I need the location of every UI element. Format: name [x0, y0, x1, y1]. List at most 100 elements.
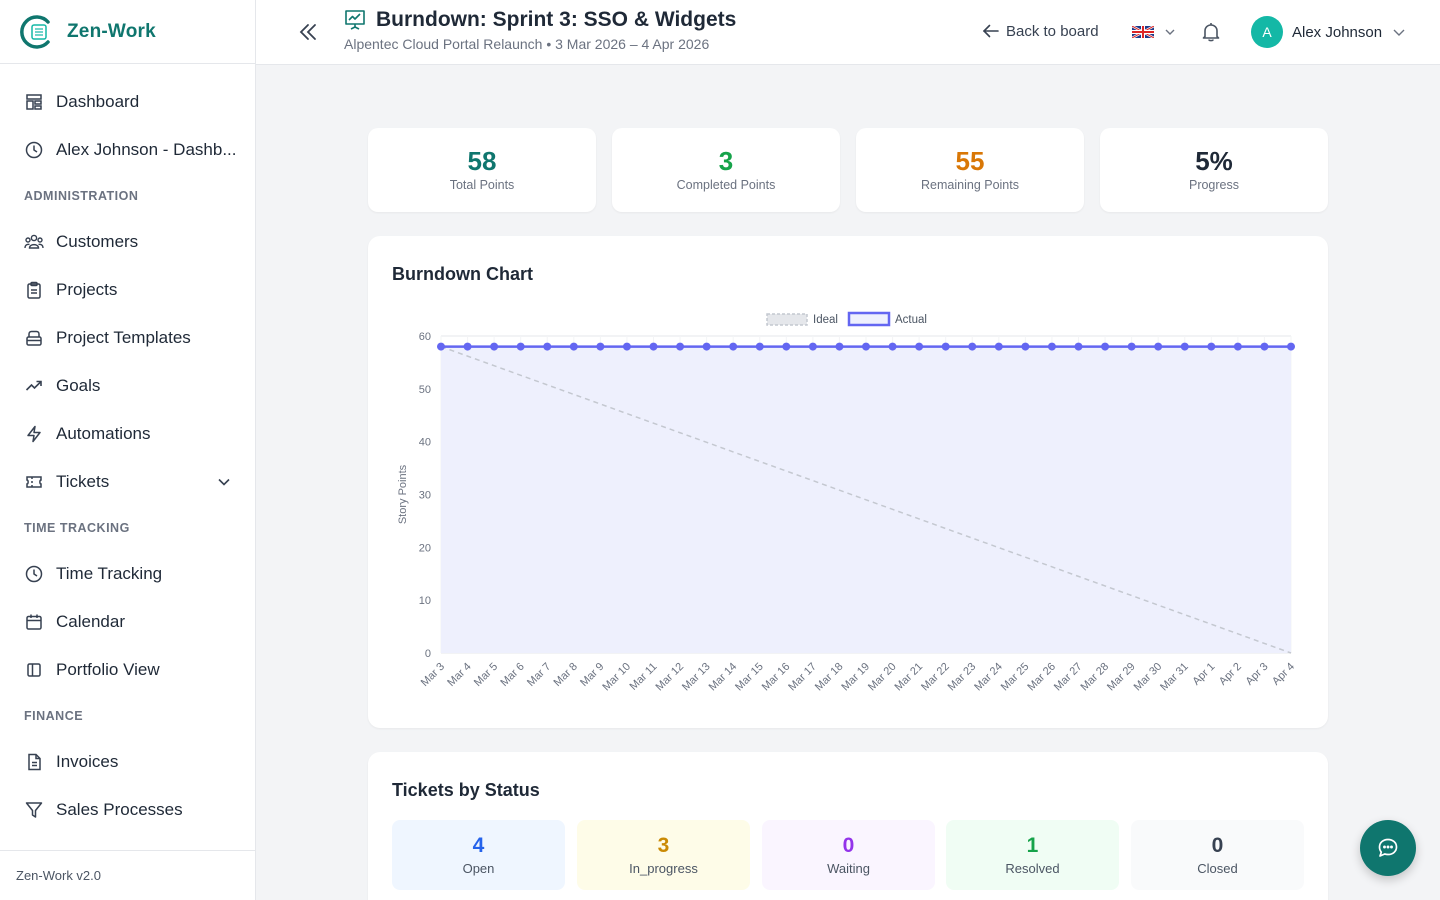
- actual-point: [888, 342, 897, 351]
- stat-value: 5%: [1195, 146, 1233, 176]
- brand-logo-icon: [18, 14, 54, 50]
- status-tile-waiting[interactable]: 0 Waiting: [762, 820, 935, 890]
- x-tick-label: Mar 22: [919, 661, 952, 694]
- sidebar-item-customers[interactable]: Customers: [0, 218, 255, 266]
- clock-icon: [24, 140, 44, 160]
- ideal-line: [440, 345, 1292, 654]
- status-count: 0: [1211, 834, 1224, 857]
- sidebar-item-tickets[interactable]: Tickets: [0, 458, 255, 506]
- sidebar-item-project-templates[interactable]: Project Templates: [0, 314, 255, 362]
- chat-bubble-icon: [1378, 838, 1398, 857]
- sidebar-item-portfolio-view[interactable]: Portfolio View: [0, 646, 255, 694]
- stat-label: Remaining Points: [921, 178, 1019, 192]
- sidebar-item-calendar[interactable]: Calendar: [0, 598, 255, 646]
- calendar-icon: [24, 612, 44, 632]
- user-menu[interactable]: A Alex Johnson: [1251, 16, 1406, 48]
- y-tick-label: 60: [419, 331, 431, 343]
- x-tick-label: Apr 3: [1243, 661, 1270, 688]
- status-tile-resolved[interactable]: 1 Resolved: [946, 820, 1119, 890]
- sidebar-item-label: Time Tracking: [56, 564, 163, 583]
- sidebar-item-label: Tickets: [56, 472, 110, 491]
- status-count: 0: [842, 834, 855, 857]
- status-tile-closed[interactable]: 0 Closed: [1131, 820, 1304, 890]
- sidebar-item-label: Dashboard: [56, 92, 140, 111]
- actual-point: [649, 342, 658, 351]
- x-tick-label: Mar 16: [760, 661, 793, 694]
- actual-point: [490, 342, 499, 351]
- y-tick-label: 40: [419, 437, 431, 449]
- sidebar-item-invoices[interactable]: Invoices: [0, 738, 255, 786]
- stat-label: Total Points: [449, 178, 515, 192]
- x-tick-label: Apr 2: [1217, 661, 1244, 688]
- actual-point: [862, 342, 870, 351]
- actual-point: [1260, 342, 1269, 351]
- brand[interactable]: Zen-Work: [0, 0, 255, 64]
- actual-point: [729, 342, 738, 351]
- burndown-title: Burndown Chart: [392, 264, 533, 284]
- actual-point: [596, 342, 605, 351]
- avatar: A: [1251, 16, 1283, 48]
- status-count: 4: [472, 834, 485, 857]
- language-selector[interactable]: [1132, 26, 1176, 38]
- x-tick-label: Mar 18: [813, 661, 846, 694]
- chevron-down-icon: [1393, 29, 1405, 36]
- stat-card-total-points: 58 Total Points: [368, 128, 596, 212]
- presentation-chart-icon: [344, 9, 366, 31]
- actual-point: [1233, 342, 1242, 351]
- x-tick-label: Mar 4: [445, 661, 473, 689]
- sidebar-item-goals[interactable]: Goals: [0, 362, 255, 410]
- actual-point: [1180, 342, 1189, 351]
- actual-point: [1021, 342, 1030, 351]
- x-tick-label: Mar 19: [839, 661, 872, 694]
- back-to-board-link[interactable]: Back to board: [982, 22, 1099, 40]
- sidebar-item-automations[interactable]: Automations: [0, 410, 255, 458]
- actual-point: [1074, 342, 1083, 351]
- chat-button[interactable]: [1360, 820, 1416, 876]
- x-tick-label: Mar 3: [419, 661, 447, 689]
- actual-point: [968, 342, 977, 351]
- sidebar-item-projects[interactable]: Projects: [0, 266, 255, 314]
- actual-point: [755, 342, 764, 351]
- x-tick-label: Mar 15: [733, 661, 766, 694]
- x-tick-label: Mar 11: [628, 661, 660, 693]
- actual-point: [835, 342, 844, 351]
- actual-point: [1154, 342, 1163, 351]
- x-tick-label: Mar 26: [1025, 661, 1058, 694]
- user-name: Alex Johnson: [1292, 23, 1383, 41]
- stat-card-progress: 5% Progress: [1100, 128, 1328, 212]
- actual-point: [543, 342, 552, 351]
- sidebar-item-label: Project Templates: [56, 328, 191, 347]
- y-axis-label: Story Points: [397, 464, 409, 524]
- section-administration: ADMINISTRATION: [24, 189, 139, 203]
- status-tile-open[interactable]: 4 Open: [392, 820, 565, 890]
- sidebar-item-label: Goals: [56, 376, 101, 395]
- notifications-bell-icon[interactable]: [1200, 21, 1222, 48]
- top-header: Burndown: Sprint 3: SSO & Widgets Alpent…: [256, 0, 1440, 65]
- sidebar-item-label: Sales Processes: [56, 800, 183, 819]
- x-tick-label: Mar 31: [1158, 661, 1191, 694]
- sidebar-item-sales-processes[interactable]: Sales Processes: [0, 786, 255, 834]
- status-count: 1: [1026, 834, 1039, 857]
- sidebar-item-dashboard[interactable]: Dashboard: [0, 78, 255, 126]
- status-label: Resolved: [1005, 861, 1060, 876]
- x-tick-label: Mar 24: [972, 661, 1005, 694]
- status-tile-in-progress[interactable]: 3 In_progress: [577, 820, 750, 890]
- actual-point: [782, 342, 791, 351]
- ticket-icon: [24, 472, 44, 492]
- legend-label-actual: Actual: [895, 314, 927, 326]
- sidebar-item-time-tracking[interactable]: Time Tracking: [0, 550, 255, 598]
- x-tick-label: Mar 8: [552, 661, 580, 689]
- sidebar-item-user-dashboard[interactable]: Alex Johnson - Dashb...: [0, 126, 255, 174]
- x-tick-label: Mar 10: [600, 661, 633, 694]
- actual-point: [1101, 342, 1110, 351]
- chevron-down-icon[interactable]: [217, 474, 231, 494]
- y-tick-label: 50: [419, 384, 431, 396]
- stat-card-completed-points: 3 Completed Points: [612, 128, 840, 212]
- x-tick-label: Mar 14: [707, 661, 740, 694]
- collapse-sidebar-icon[interactable]: [296, 20, 320, 44]
- app-version: Zen-Work v2.0: [0, 850, 255, 900]
- y-tick-label: 0: [425, 648, 431, 660]
- burndown-card: Burndown Chart 0 10 20 30 40 50 60 Story Points…: [368, 236, 1328, 728]
- sidebar-item-label: Calendar: [56, 612, 125, 631]
